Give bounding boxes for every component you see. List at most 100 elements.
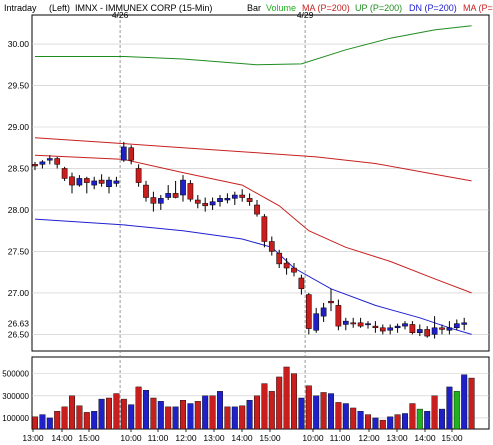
price-bar bbox=[32, 164, 38, 167]
volume-bar bbox=[261, 383, 268, 430]
volume-bar bbox=[187, 403, 194, 430]
price-bar bbox=[217, 198, 223, 202]
volume-bar bbox=[439, 408, 446, 430]
time-tick-label: 15:00 bbox=[259, 433, 281, 443]
price-bar bbox=[350, 322, 357, 325]
price-bar bbox=[54, 158, 61, 165]
volume-bar bbox=[402, 413, 409, 430]
volume-bar bbox=[268, 391, 275, 430]
timeframe-label[interactable]: Intraday bbox=[4, 3, 37, 13]
price-tick-label: 26.63 bbox=[8, 319, 30, 329]
volume-bar bbox=[91, 411, 98, 430]
volume-axis: 500000 300000 100000 bbox=[2, 370, 29, 423]
volume-bar bbox=[135, 386, 142, 430]
price-bar bbox=[135, 168, 142, 183]
volume-bar bbox=[379, 419, 386, 430]
volume-bar bbox=[335, 402, 342, 430]
volume-bar bbox=[276, 376, 283, 430]
price-bar bbox=[372, 325, 379, 329]
time-tick-label: 11:00 bbox=[148, 433, 169, 443]
volume-bar bbox=[365, 414, 372, 430]
volume-bar bbox=[239, 405, 246, 430]
price-bar bbox=[98, 179, 105, 184]
volume-bars bbox=[32, 366, 475, 430]
volume-bar bbox=[387, 416, 394, 430]
volume-bar bbox=[298, 397, 305, 430]
volume-bar bbox=[216, 391, 223, 430]
time-tick-label: 14:00 bbox=[231, 433, 253, 443]
price-bar bbox=[357, 322, 364, 327]
volume-bar bbox=[231, 406, 238, 430]
price-bar bbox=[439, 327, 445, 330]
volume-bar bbox=[98, 398, 105, 430]
price-bar bbox=[194, 199, 201, 204]
volume-bar bbox=[453, 391, 460, 430]
volume-bar bbox=[46, 417, 53, 430]
price-bar bbox=[365, 323, 371, 326]
time-tick-label: 12:00 bbox=[175, 433, 197, 443]
time-tick-label: 14:00 bbox=[51, 433, 73, 443]
price-bar bbox=[61, 168, 68, 179]
price-bar bbox=[128, 147, 135, 161]
volume-tick-label: 300000 bbox=[2, 392, 29, 401]
date-marker-label: 4/29 bbox=[297, 10, 314, 20]
volume-bar bbox=[342, 403, 349, 430]
volume-bar bbox=[32, 416, 39, 430]
price-bar bbox=[320, 307, 327, 317]
volume-bar bbox=[113, 393, 120, 430]
indicator-line bbox=[34, 154, 472, 294]
price-bar bbox=[409, 324, 416, 333]
price-bar bbox=[224, 198, 231, 201]
volume-bar bbox=[350, 407, 357, 430]
price-bar bbox=[180, 179, 186, 196]
price-bar bbox=[120, 146, 127, 161]
price-bar bbox=[113, 180, 120, 184]
price-bar bbox=[461, 322, 468, 325]
volume-bar bbox=[179, 400, 186, 430]
time-tick-label: 15:00 bbox=[441, 433, 463, 443]
price-bar bbox=[231, 194, 238, 199]
price-bar bbox=[69, 176, 75, 186]
price-bar bbox=[76, 178, 83, 186]
price-bar bbox=[187, 183, 194, 200]
volume-bar bbox=[283, 366, 290, 430]
time-tick-label: 14:00 bbox=[414, 433, 436, 443]
price-bar bbox=[165, 193, 172, 198]
price-axis: 30.00 29.50 29.00 28.50 28.00 27.50 27.00 26.63… bbox=[8, 39, 30, 339]
date-marker-label: 4/26 bbox=[112, 10, 129, 20]
volume-bar bbox=[105, 397, 112, 430]
time-tick-label: 13:00 bbox=[386, 433, 408, 443]
volume-bar bbox=[128, 404, 135, 430]
volume-bar bbox=[461, 374, 468, 430]
time-tick-label: 12:00 bbox=[358, 433, 380, 443]
price-bar bbox=[268, 241, 275, 252]
up-band-legend: UP (P=200) bbox=[355, 3, 402, 13]
price-bar bbox=[291, 267, 297, 273]
price-bar bbox=[239, 194, 246, 198]
volume-bar bbox=[313, 395, 320, 430]
price-bar bbox=[254, 204, 260, 215]
volume-bar bbox=[54, 411, 61, 430]
price-bar bbox=[283, 262, 290, 269]
price-tick-label: 29.00 bbox=[8, 122, 30, 132]
price-bar bbox=[209, 201, 216, 206]
price-bar bbox=[172, 193, 179, 198]
ma-legend: MA (P=200) bbox=[302, 3, 350, 13]
time-tick-label: 13:00 bbox=[203, 433, 225, 443]
time-axis: 13:00 14:00 15:00 10:00 11:00 12:00 13:00 14:00… bbox=[22, 429, 463, 443]
volume-bar bbox=[157, 401, 164, 430]
price-bar bbox=[298, 277, 305, 290]
price-bar bbox=[379, 327, 386, 332]
volume-bar bbox=[320, 392, 327, 430]
chart-style-label[interactable]: Bar bbox=[247, 3, 261, 13]
price-bar bbox=[431, 327, 438, 335]
price-bar bbox=[305, 294, 312, 329]
volume-bar bbox=[291, 373, 298, 430]
price-tick-label: 27.50 bbox=[8, 246, 30, 256]
volume-bar bbox=[61, 406, 68, 430]
price-bar bbox=[328, 300, 334, 304]
price-bar bbox=[342, 320, 349, 325]
price-bar bbox=[143, 184, 149, 198]
volume-bar bbox=[68, 395, 75, 430]
chart-title: IMNX - IMMUNEX CORP (15-Min) bbox=[75, 3, 212, 13]
